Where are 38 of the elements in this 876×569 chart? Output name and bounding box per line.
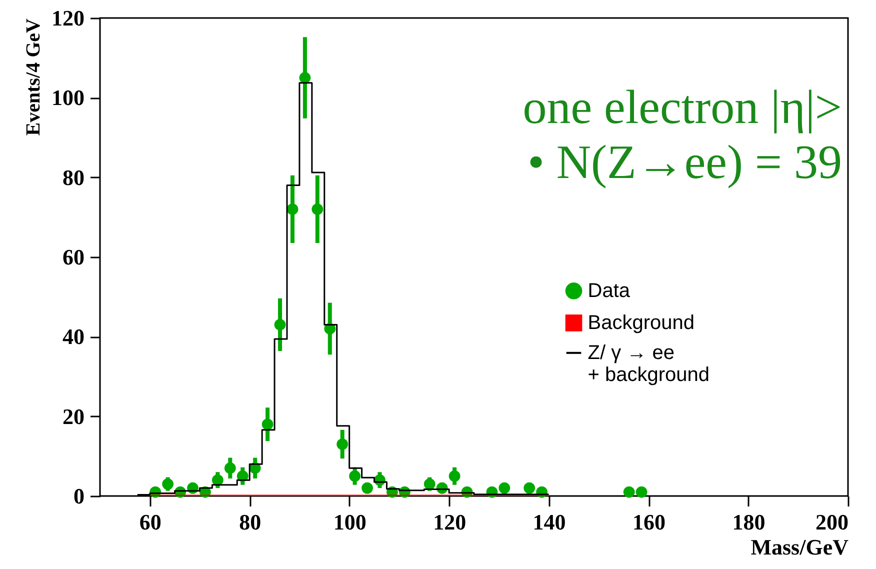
point xyxy=(286,204,298,215)
y-tick-label: 80 xyxy=(62,164,84,190)
point xyxy=(424,478,436,490)
legend-label: Background xyxy=(588,312,695,334)
x-tick-label: 140 xyxy=(532,510,566,534)
y-tick-label: 20 xyxy=(62,404,84,429)
point xyxy=(636,486,648,498)
y-tick-label: 60 xyxy=(62,244,84,270)
point xyxy=(299,72,311,84)
point xyxy=(274,319,286,330)
x-tick-label: 180 xyxy=(732,510,766,534)
annotation: • N(Z→ee) = 39 xyxy=(528,136,842,189)
point xyxy=(162,478,174,490)
x-tick-label: 160 xyxy=(632,510,666,534)
y-tick-label: 40 xyxy=(62,324,84,350)
point xyxy=(262,418,274,430)
annotation: one electron |η|> xyxy=(522,81,842,134)
x-tick-label: 120 xyxy=(433,510,466,534)
y-tick-label: 0 xyxy=(74,484,84,508)
x-tick-label: 60 xyxy=(139,510,162,534)
y-tick-label: 100 xyxy=(52,85,84,110)
y-tick-label: 120 xyxy=(52,6,84,30)
point xyxy=(448,470,460,482)
point xyxy=(362,482,373,494)
point xyxy=(349,470,361,482)
x-tick-label: 100 xyxy=(333,510,366,534)
x-axis-title: Mass/GeV xyxy=(750,534,849,560)
legend-label: Z/ γ → ee + background xyxy=(588,342,710,386)
legend-label: Data xyxy=(588,280,631,302)
x-tick-label: 80 xyxy=(239,510,262,534)
point xyxy=(312,204,324,215)
point xyxy=(498,482,510,494)
point xyxy=(524,482,536,494)
y-axis-title: Events/4 GeV xyxy=(22,18,44,136)
point xyxy=(224,462,236,474)
point xyxy=(336,438,348,450)
point xyxy=(623,486,635,498)
x-tick-label: 200 xyxy=(816,510,848,534)
